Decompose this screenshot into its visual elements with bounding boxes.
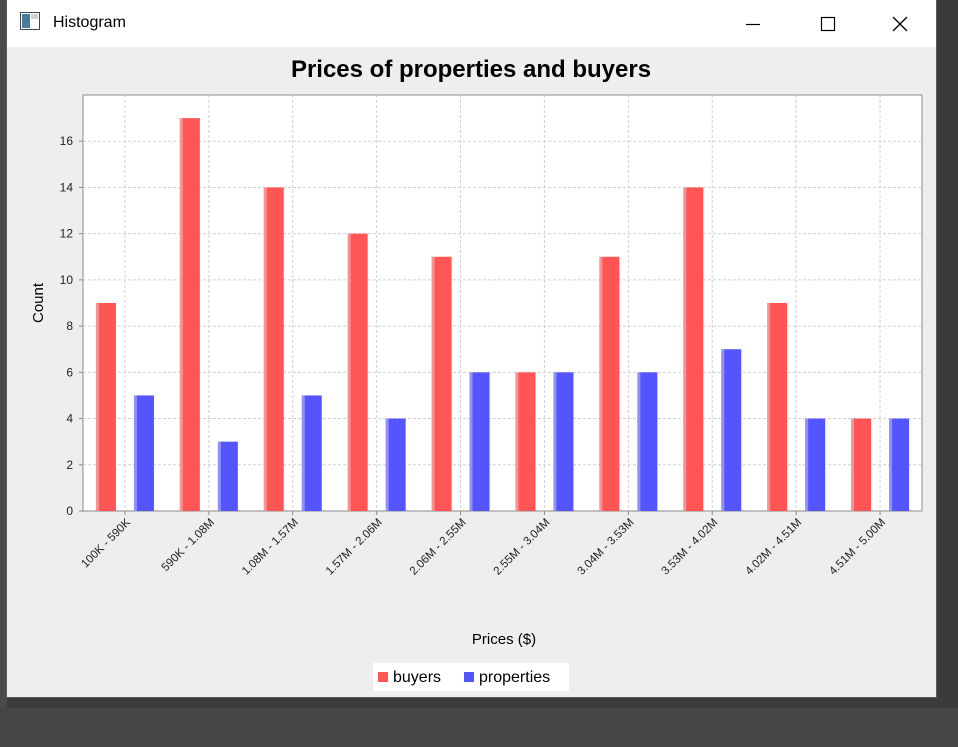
bar-properties xyxy=(805,418,826,511)
y-axis: 0 2 4 6 8 10 12 14 16 xyxy=(60,134,83,518)
x-tick-label: 3.04M - 3.53M xyxy=(576,517,637,578)
histogram-window: Histogram Prices of properties and buyer… xyxy=(7,0,936,697)
chart-panel: Prices of properties and buyers 0 2 4 6 8 10 1… xyxy=(7,47,936,697)
y-tick-label: 14 xyxy=(60,180,74,194)
bar-properties xyxy=(301,395,322,511)
bar-highlight xyxy=(805,418,809,511)
grid-lines xyxy=(83,95,922,511)
x-tick-label: 1.57M - 2.06M xyxy=(324,517,385,578)
y-tick-label: 12 xyxy=(60,227,74,241)
bar-highlight xyxy=(385,418,389,511)
bar-buyers xyxy=(179,118,200,511)
bar-buyers xyxy=(767,303,788,511)
bar-buyers xyxy=(263,187,284,511)
bar-properties xyxy=(133,395,154,511)
x-tick-label: 4.02M - 4.51M xyxy=(743,517,804,578)
bars xyxy=(95,118,910,511)
bar-buyers xyxy=(95,303,116,511)
bar-highlight xyxy=(553,372,557,511)
y-axis-label: Count xyxy=(30,282,47,323)
y-tick-label: 8 xyxy=(66,319,73,333)
x-tick-label: 1.08M - 1.57M xyxy=(240,517,301,578)
bar-highlight xyxy=(179,118,183,511)
java-window-icon xyxy=(20,12,40,30)
window-title: Histogram xyxy=(53,14,126,31)
bar-buyers xyxy=(599,256,620,511)
bar-properties xyxy=(889,418,910,511)
bar-buyers xyxy=(515,372,536,511)
minimize-button[interactable] xyxy=(729,0,775,47)
bar-highlight xyxy=(469,372,473,511)
bar-highlight xyxy=(767,303,771,511)
bar-highlight xyxy=(637,372,641,511)
legend-swatch-properties xyxy=(464,672,474,682)
x-axis-label: Prices ($) xyxy=(472,631,536,648)
bar-properties xyxy=(553,372,574,511)
legend-swatch-buyers xyxy=(378,672,388,682)
bar-properties xyxy=(217,441,238,511)
x-tick-label: 590K - 1.08M xyxy=(160,517,217,574)
y-tick-label: 6 xyxy=(66,365,73,379)
legend-label-buyers: buyers xyxy=(393,669,441,686)
y-tick-label: 4 xyxy=(66,412,73,426)
chart-title: Prices of properties and buyers xyxy=(291,56,651,83)
title-bar[interactable]: Histogram xyxy=(7,0,936,47)
legend: buyers properties xyxy=(373,663,569,691)
bar-buyers xyxy=(851,418,872,511)
bar-properties xyxy=(469,372,490,511)
bar-chart: Prices of properties and buyers 0 2 4 6 8 10 1… xyxy=(30,56,923,691)
bar-buyers xyxy=(683,187,704,511)
bar-highlight xyxy=(347,233,351,511)
bar-highlight xyxy=(683,187,687,511)
bar-highlight xyxy=(851,418,855,511)
bar-highlight xyxy=(95,303,99,511)
bar-buyers xyxy=(347,233,368,511)
y-tick-label: 16 xyxy=(60,134,74,148)
x-tick-label: 4.51M - 5.00M xyxy=(827,517,888,578)
bar-highlight xyxy=(721,349,725,511)
y-tick-label: 2 xyxy=(66,458,73,472)
x-tick-label: 2.55M - 3.04M xyxy=(492,517,553,578)
bar-properties xyxy=(721,349,742,511)
close-button[interactable] xyxy=(877,0,923,47)
bar-highlight xyxy=(889,418,893,511)
x-tick-label: 100K - 590K xyxy=(79,516,133,570)
close-icon xyxy=(892,16,908,31)
minimize-icon xyxy=(746,23,760,25)
y-tick-label: 10 xyxy=(60,273,74,287)
background-left xyxy=(0,0,7,708)
bar-properties xyxy=(637,372,658,511)
x-axis: 100K - 590K 590K - 1.08M 1.08M - 1.57M 1.57… xyxy=(79,511,888,578)
bar-highlight xyxy=(217,441,221,511)
x-tick-label: 3.53M - 4.02M xyxy=(659,517,720,578)
maximize-button[interactable] xyxy=(805,0,851,47)
bar-highlight xyxy=(515,372,519,511)
legend-label-properties: properties xyxy=(479,669,550,686)
bar-highlight xyxy=(599,256,603,511)
bar-buyers xyxy=(431,256,452,511)
bar-highlight xyxy=(133,395,137,511)
bar-highlight xyxy=(263,187,267,511)
bar-highlight xyxy=(301,395,305,511)
background-taskbar xyxy=(0,708,958,747)
x-tick-label: 2.06M - 2.55M xyxy=(408,517,469,578)
maximize-icon xyxy=(820,16,836,31)
bar-highlight xyxy=(431,256,435,511)
bar-properties xyxy=(385,418,406,511)
y-tick-label: 0 xyxy=(66,504,73,518)
